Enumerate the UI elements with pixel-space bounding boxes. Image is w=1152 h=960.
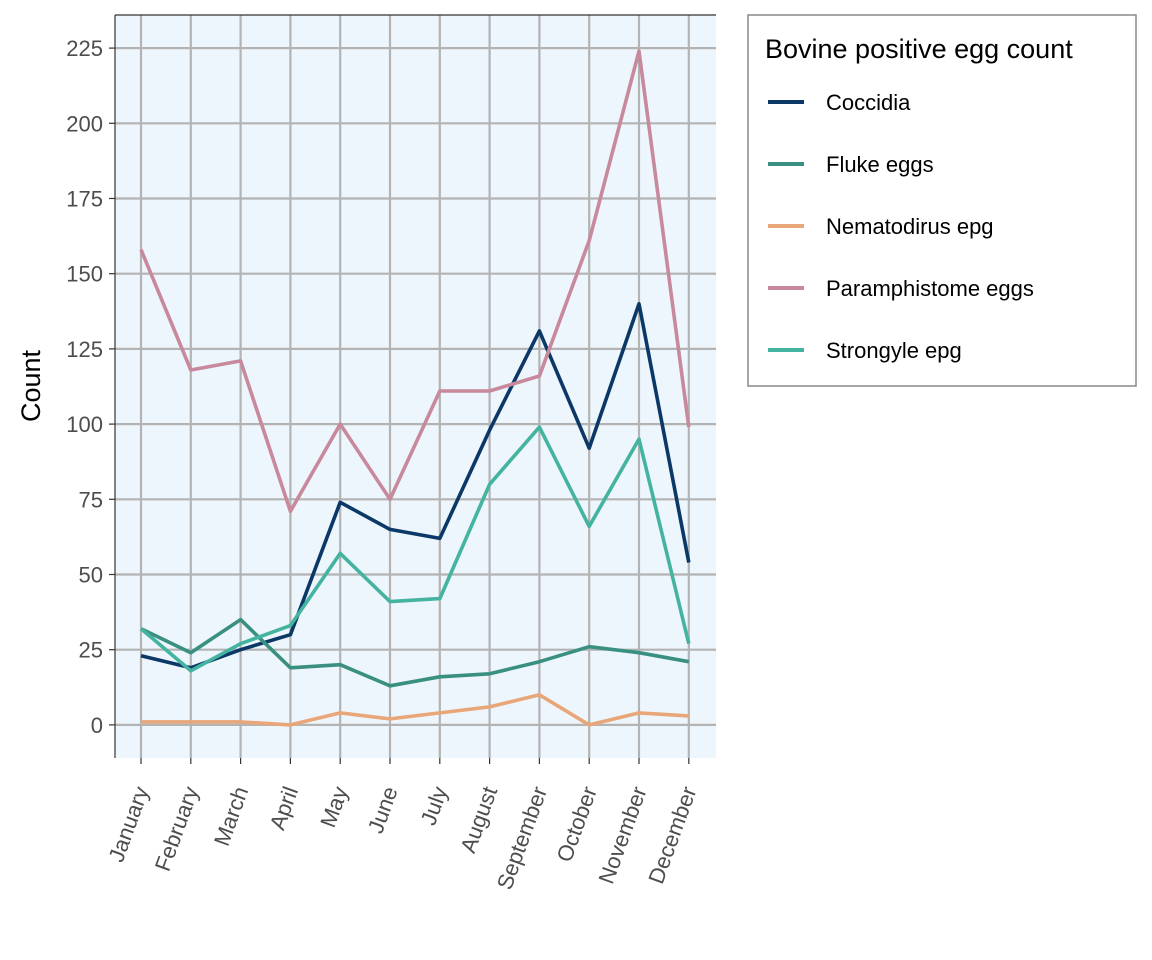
y-tick-label-0: 0 — [91, 713, 103, 738]
series-lines — [139, 49, 691, 727]
legend-label-strongyle-epg: Strongyle epg — [826, 338, 962, 363]
y-tick-label-50: 50 — [79, 563, 103, 588]
y-tick-label-200: 200 — [66, 111, 103, 136]
legend-title: Bovine positive egg count — [765, 34, 1073, 64]
x-tick-label-august: August — [455, 783, 502, 856]
series-line-nematodirus-epg — [141, 692, 689, 727]
y-tick-label-150: 150 — [66, 262, 103, 287]
x-tick-label-june: June — [363, 783, 403, 836]
x-tick-label-february: February — [150, 783, 204, 874]
series-line-fluke-eggs — [140, 617, 690, 688]
legend: Bovine positive egg count Coccidia Fluke … — [747, 14, 1137, 387]
series-line-coccidia — [140, 301, 691, 670]
x-tick-label-may: May — [315, 783, 353, 831]
plot-panel — [115, 15, 716, 758]
legend-label-paramphistome-eggs: Paramphistome eggs — [826, 276, 1034, 301]
y-tick-label-125: 125 — [66, 337, 103, 362]
y-axis-title: Count — [16, 349, 46, 422]
legend-label-coccidia: Coccidia — [826, 90, 911, 115]
x-tick-label-july: July — [416, 783, 453, 828]
x-tick-label-march: March — [209, 783, 253, 849]
y-axis-ticks: 0 25 50 75 100 125 150 175 200 225 — [66, 36, 115, 738]
x-tick-label-april: April — [265, 783, 304, 833]
x-tick-label-january: January — [103, 783, 153, 865]
y-tick-label-175: 175 — [66, 186, 103, 211]
series-line-paramphistome-eggs — [139, 49, 691, 514]
y-tick-label-225: 225 — [66, 36, 103, 61]
y-tick-label-75: 75 — [79, 487, 103, 512]
legend-box — [747, 14, 1137, 387]
x-tick-label-november: November — [593, 783, 651, 887]
y-tick-label-100: 100 — [66, 412, 103, 437]
legend-items: Coccidia Fluke eggs Nematodirus epg Paramph… — [768, 90, 1034, 363]
series-line-strongyle-epg — [139, 425, 691, 673]
legend-label-fluke-eggs: Fluke eggs — [826, 152, 934, 177]
y-tick-label-25: 25 — [79, 638, 103, 663]
x-tick-label-december: December — [643, 783, 701, 887]
x-tick-label-september: September — [492, 783, 552, 893]
x-tick-label-october: October — [552, 783, 602, 865]
legend-label-nematodirus-epg: Nematodirus epg — [826, 214, 994, 239]
